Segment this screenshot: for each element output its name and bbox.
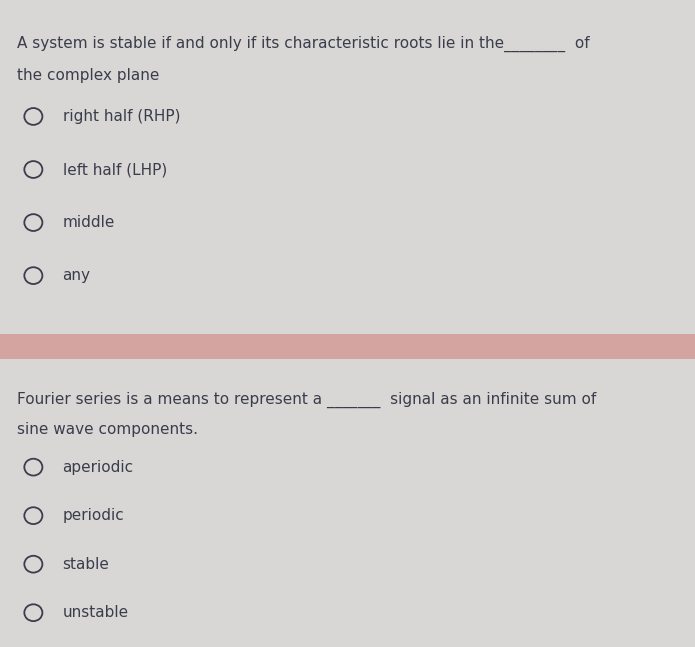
Text: aperiodic: aperiodic: [63, 459, 133, 475]
Text: middle: middle: [63, 215, 115, 230]
Text: stable: stable: [63, 556, 109, 572]
Text: Fourier series is a means to represent a _______  signal as an infinite sum of: Fourier series is a means to represent a…: [17, 391, 596, 408]
Text: the complex plane: the complex plane: [17, 68, 160, 83]
Text: periodic: periodic: [63, 508, 124, 523]
Text: A system is stable if and only if its characteristic roots lie in the________  o: A system is stable if and only if its ch…: [17, 36, 590, 52]
Text: left half (LHP): left half (LHP): [63, 162, 167, 177]
Text: any: any: [63, 268, 90, 283]
Text: sine wave components.: sine wave components.: [17, 422, 198, 437]
Text: unstable: unstable: [63, 605, 129, 620]
Bar: [0, 334, 695, 359]
Text: right half (RHP): right half (RHP): [63, 109, 180, 124]
